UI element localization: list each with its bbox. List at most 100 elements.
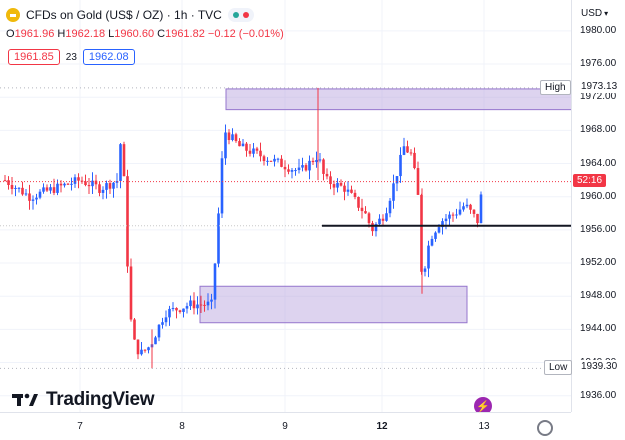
zone-rect <box>199 285 468 324</box>
candle-body <box>287 169 290 172</box>
change-value: −0.12 (−0.01%) <box>207 28 284 40</box>
candle-body <box>224 132 227 159</box>
candle-body <box>343 185 346 192</box>
candle-body <box>469 204 472 210</box>
symbol-header[interactable]: CFDs on Gold (US$ / OZ) · 1h · TVC <box>6 8 254 22</box>
spread-value: 23 <box>65 51 77 63</box>
candle-body <box>154 337 157 345</box>
candle-body <box>311 160 315 163</box>
candle-body <box>378 218 381 225</box>
candle-body <box>406 146 409 153</box>
candle-body <box>31 199 35 201</box>
candle-body <box>220 158 224 214</box>
candle-body <box>322 159 325 174</box>
candle-body <box>175 307 178 311</box>
candles <box>3 87 483 369</box>
candle-body <box>136 339 140 355</box>
candle-body <box>451 214 455 216</box>
candle-body <box>308 160 311 171</box>
candle-body <box>10 184 14 189</box>
candle-body <box>66 183 70 185</box>
candle-body <box>353 192 357 197</box>
candle-body <box>231 134 234 141</box>
candle-body <box>98 184 101 193</box>
candle-body <box>94 180 98 185</box>
candle-body <box>409 152 413 154</box>
candle-body <box>35 197 38 200</box>
candle-body <box>192 300 196 309</box>
price-axis[interactable]: USD ▾ 1980.00 1976.00 1972.00 1968.00 1964.00… <box>571 0 625 412</box>
high-label: H <box>57 28 66 40</box>
candle-body <box>329 176 332 185</box>
candle-body <box>245 143 248 151</box>
candle-body <box>472 209 476 214</box>
price-tick-label: 1964.00 <box>580 157 617 169</box>
low-price-value: 1939.30 <box>581 361 618 373</box>
candle-body <box>371 223 374 232</box>
candle-body <box>385 213 388 221</box>
candle-body <box>248 150 252 154</box>
candle-body <box>262 156 266 162</box>
candle-body <box>147 347 150 351</box>
candle-body <box>59 183 63 186</box>
candle-body <box>206 301 210 306</box>
candle-body <box>273 158 276 162</box>
candle-body <box>38 191 42 198</box>
candle-body <box>276 158 280 160</box>
candle-body <box>70 183 73 185</box>
time-tick-label: 13 <box>478 421 490 432</box>
candle-body <box>28 193 31 201</box>
market-open-icon <box>232 12 239 18</box>
candle-body <box>336 182 339 188</box>
candle-body <box>290 170 294 172</box>
time-axis[interactable]: 7 8 9 12 13 <box>0 412 571 440</box>
sell-button[interactable]: 1961.85 <box>8 49 60 65</box>
candle-body <box>199 304 203 306</box>
market-status-badge[interactable] <box>227 8 254 22</box>
candle-body <box>266 160 269 162</box>
candle-body <box>105 183 108 190</box>
candle-body <box>24 193 28 195</box>
candle-body <box>49 187 52 191</box>
high-name: High <box>545 81 566 93</box>
tradingview-logo-icon <box>12 393 38 406</box>
price-chart[interactable] <box>0 0 571 412</box>
brand-name: TradingView <box>46 389 155 410</box>
candle-body <box>143 349 147 351</box>
candle-body <box>56 183 59 193</box>
candle-body <box>388 200 392 214</box>
open-value: 1961.96 <box>14 28 55 40</box>
candle-body <box>434 232 437 239</box>
candle-body <box>255 148 259 151</box>
high-price-value: 1973.13 <box>581 80 618 92</box>
candle-body <box>280 158 283 167</box>
price-tick-label: 1960.00 <box>580 190 617 202</box>
chevron-down-icon: ▾ <box>604 9 609 18</box>
candle-body <box>122 144 126 177</box>
price-lines <box>0 87 571 369</box>
high-label-tag: High <box>540 79 571 95</box>
lightning-icon[interactable]: ⚡ <box>474 397 492 415</box>
candle-body <box>112 182 115 189</box>
price-tick-label: 1980.00 <box>580 24 617 36</box>
candle-body <box>196 304 199 309</box>
candle-body <box>413 152 416 169</box>
high-price-tag: 1973.13 <box>577 79 622 93</box>
candle-body <box>157 324 161 338</box>
candle-body <box>171 307 175 309</box>
candle-body <box>462 206 465 210</box>
candle-body <box>430 238 434 246</box>
candle-body <box>301 165 304 168</box>
price-tick-label: 1968.00 <box>580 124 617 136</box>
ohlc-legend: O1961.96 H1962.18 L1960.60 C1961.82 −0.1… <box>6 28 284 40</box>
candle-body <box>161 322 164 325</box>
currency-selector[interactable]: USD ▾ <box>581 8 608 19</box>
candle-body <box>374 224 378 232</box>
candle-body <box>479 194 483 224</box>
buy-button[interactable]: 1962.08 <box>82 49 135 65</box>
candle-body <box>458 209 462 215</box>
candle-body <box>448 214 451 219</box>
candle-body <box>63 183 66 186</box>
settings-gear-icon[interactable] <box>537 420 553 436</box>
